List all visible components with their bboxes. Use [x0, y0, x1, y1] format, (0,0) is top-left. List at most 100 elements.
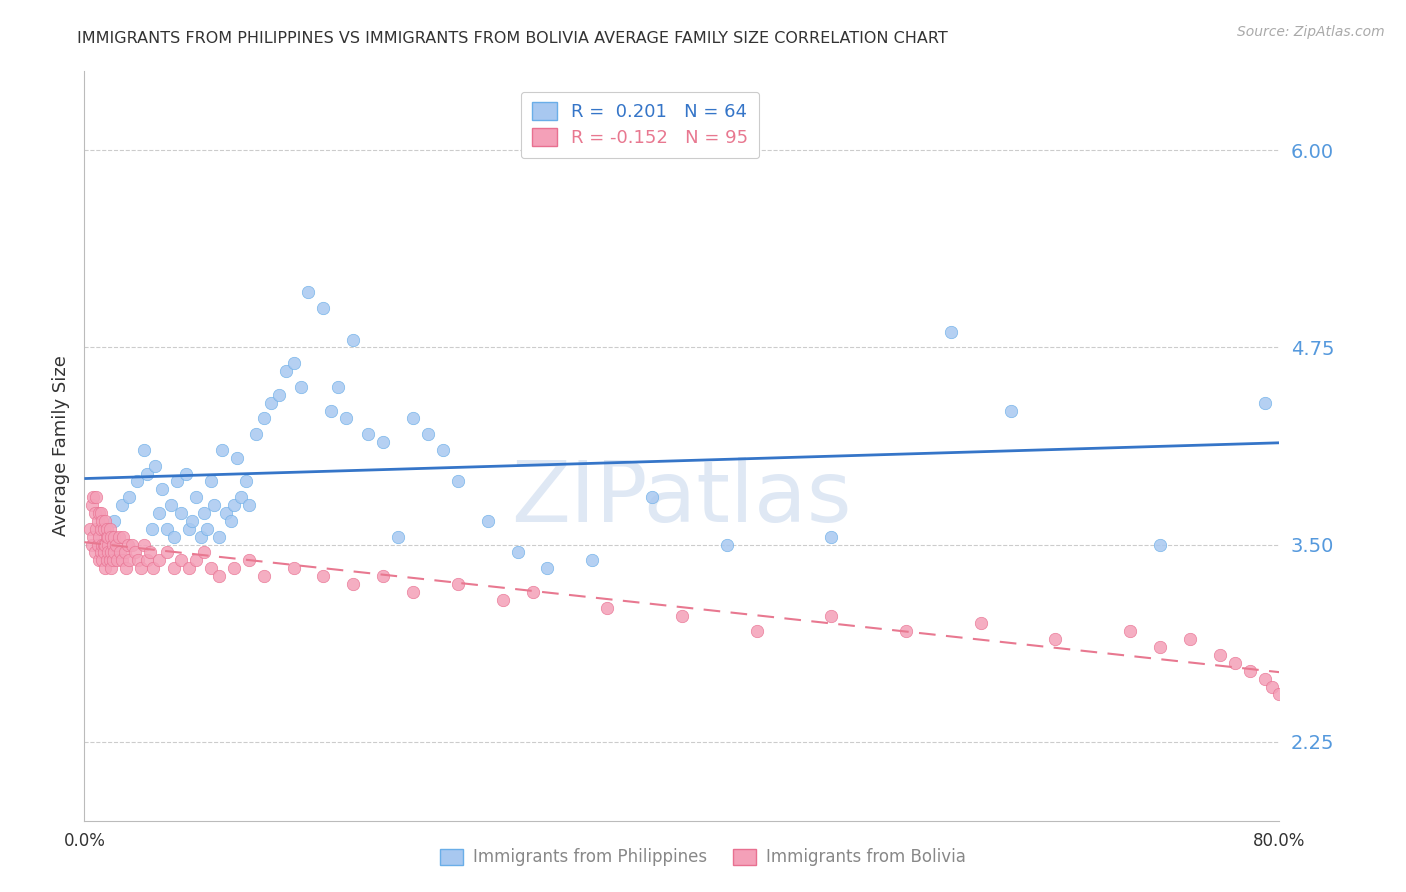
Point [290, 380, 312, 394]
Point [97, 545, 120, 559]
Point [522, 585, 544, 599]
Point [111, 553, 134, 567]
Point [186, 490, 208, 504]
Point [94, 561, 117, 575]
Point [155, 522, 177, 536]
Point [127, 553, 149, 567]
Point [100, 530, 122, 544]
Point [174, 467, 197, 481]
Point [402, 585, 425, 599]
Point [97, 538, 120, 552]
Point [103, 545, 125, 559]
Point [155, 545, 177, 559]
Point [416, 427, 439, 442]
Point [139, 545, 162, 559]
Point [170, 553, 193, 567]
Point [1178, 632, 1201, 647]
Point [208, 569, 231, 583]
Point [335, 411, 357, 425]
Point [86, 522, 108, 536]
Point [238, 498, 260, 512]
Point [211, 442, 233, 457]
Point [235, 475, 257, 489]
Point [136, 553, 159, 567]
Legend: Immigrants from Philippines, Immigrants from Bolivia: Immigrants from Philippines, Immigrants … [432, 840, 974, 875]
Point [86, 490, 108, 504]
Point [136, 467, 159, 481]
Point [118, 553, 141, 567]
Point [745, 624, 768, 639]
Point [641, 490, 664, 504]
Point [283, 356, 305, 370]
Point [193, 506, 215, 520]
Point [82, 490, 104, 504]
Point [103, 530, 125, 544]
Point [93, 538, 115, 552]
Point [83, 545, 105, 559]
Point [101, 553, 124, 567]
Point [163, 530, 186, 544]
Point [96, 530, 118, 544]
Point [219, 514, 242, 528]
Y-axis label: Average Family Size: Average Family Size [52, 356, 70, 536]
Point [141, 522, 163, 536]
Point [148, 553, 170, 567]
Point [177, 561, 200, 575]
Point [89, 553, 111, 567]
Point [200, 475, 222, 489]
Point [148, 506, 170, 520]
Point [1000, 403, 1022, 417]
Point [143, 458, 166, 473]
Point [1119, 624, 1142, 639]
Text: ZIPatlas: ZIPatlas [512, 457, 852, 540]
Point [492, 592, 515, 607]
Point [82, 530, 104, 544]
Point [267, 388, 290, 402]
Point [166, 475, 188, 489]
Point [1223, 656, 1246, 670]
Point [1045, 632, 1067, 647]
Point [716, 538, 738, 552]
Point [208, 530, 231, 544]
Point [328, 380, 350, 394]
Point [820, 608, 842, 623]
Point [596, 600, 619, 615]
Point [312, 569, 335, 583]
Point [297, 285, 319, 300]
Point [80, 498, 103, 512]
Point [94, 514, 117, 528]
Point [87, 538, 110, 552]
Point [1261, 680, 1284, 694]
Point [160, 498, 183, 512]
Point [939, 325, 962, 339]
Point [506, 545, 529, 559]
Point [245, 427, 267, 442]
Point [98, 522, 121, 536]
Point [202, 498, 225, 512]
Point [93, 522, 115, 536]
Point [581, 553, 603, 567]
Point [820, 530, 842, 544]
Point [89, 530, 111, 544]
Point [319, 403, 342, 417]
Point [1253, 672, 1275, 686]
Point [87, 514, 110, 528]
Point [373, 569, 395, 583]
Point [96, 553, 118, 567]
Legend: R =  0.201   N = 64, R = -0.152   N = 95: R = 0.201 N = 64, R = -0.152 N = 95 [520, 92, 759, 158]
Point [104, 538, 127, 552]
Point [253, 569, 276, 583]
Point [1268, 688, 1291, 702]
Point [98, 553, 121, 567]
Point [170, 506, 193, 520]
Point [129, 561, 152, 575]
Point [447, 577, 470, 591]
Point [222, 498, 245, 512]
Point [274, 364, 297, 378]
Point [432, 442, 454, 457]
Point [89, 506, 111, 520]
Point [107, 530, 129, 544]
Point [195, 522, 218, 536]
Point [1239, 664, 1261, 678]
Point [101, 538, 124, 552]
